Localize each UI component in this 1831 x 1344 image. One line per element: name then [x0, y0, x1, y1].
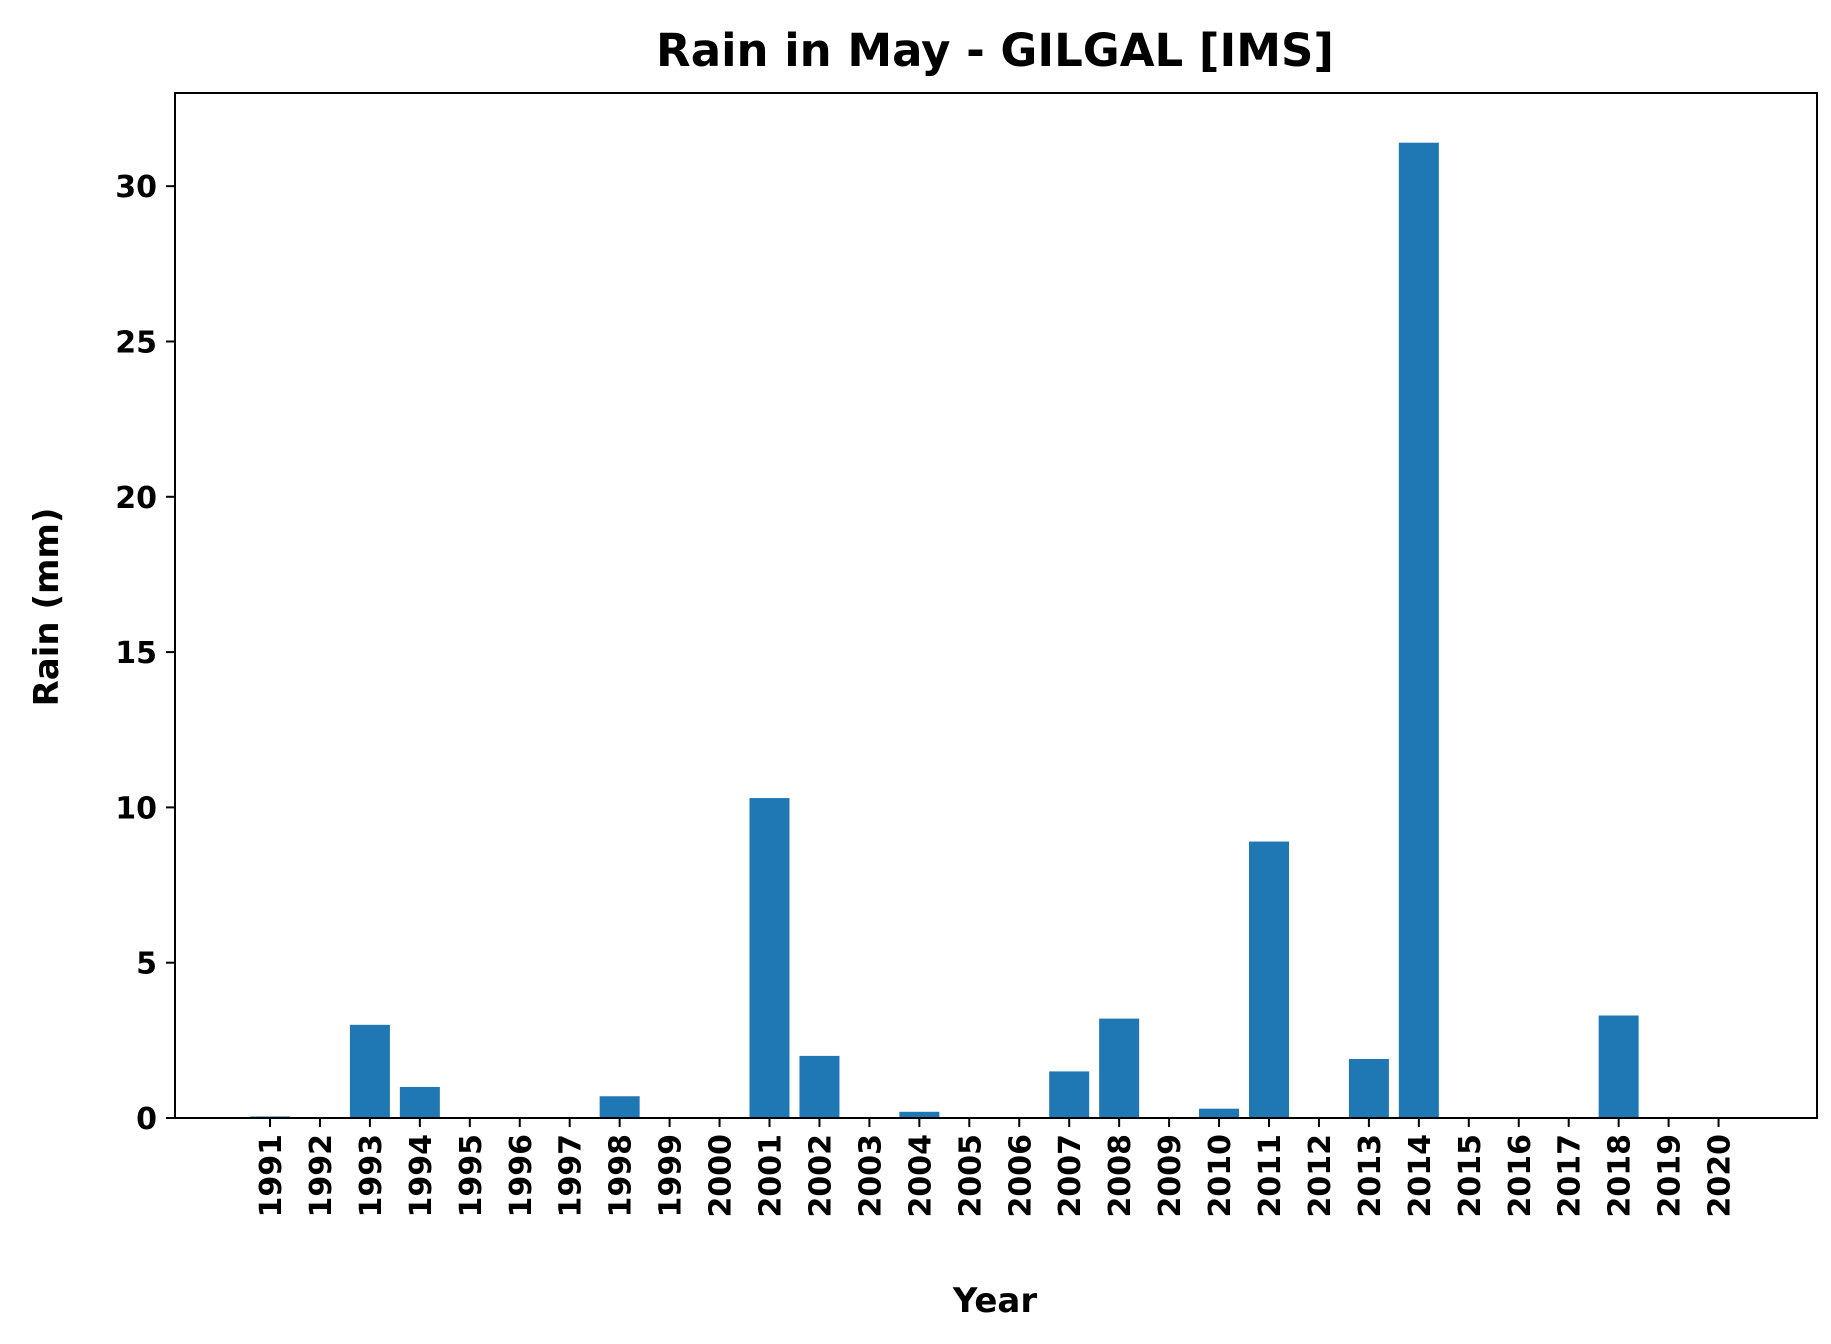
- x-tick-label: 2015: [1453, 1134, 1488, 1218]
- y-tick-label: 25: [115, 325, 157, 360]
- x-tick-label: 2000: [704, 1134, 739, 1218]
- x-tick-label: 1991: [254, 1134, 289, 1218]
- chart-title: Rain in May - GILGAL [IMS]: [656, 24, 1334, 77]
- y-tick-label: 30: [115, 170, 157, 205]
- bar-2002: [799, 1055, 840, 1118]
- x-tick-label: 1992: [304, 1134, 339, 1218]
- x-tick-label: 1994: [404, 1134, 439, 1218]
- x-tick-label: 2008: [1103, 1134, 1138, 1218]
- bar-1994: [399, 1086, 440, 1118]
- y-tick-label: 15: [115, 636, 157, 671]
- x-tick-label: 2020: [1703, 1134, 1738, 1218]
- y-axis-label: Rain (mm): [27, 508, 67, 707]
- bar-2018: [1598, 1015, 1639, 1118]
- x-tick-label: 2011: [1253, 1134, 1288, 1218]
- x-tick-label: 2009: [1153, 1134, 1188, 1218]
- bar-2008: [1099, 1018, 1140, 1118]
- plot-frame: [174, 92, 1818, 1119]
- y-tick-label: 10: [115, 791, 157, 826]
- x-tick-label: 2016: [1503, 1134, 1538, 1218]
- x-tick-label: 2018: [1603, 1134, 1638, 1218]
- x-tick-label: 2019: [1653, 1134, 1688, 1218]
- x-tick-label: 1998: [604, 1134, 639, 1218]
- x-tick-label: 2002: [803, 1134, 838, 1218]
- x-tick-label: 2010: [1203, 1134, 1238, 1218]
- x-axis-label: Year: [952, 1281, 1038, 1321]
- x-tick-label: 2005: [953, 1134, 988, 1218]
- bar-1998: [599, 1096, 640, 1118]
- x-tick-label: 2014: [1403, 1134, 1438, 1218]
- bar-2014: [1398, 142, 1439, 1119]
- x-tick-label: 2017: [1553, 1134, 1588, 1218]
- x-tick-label: 2013: [1353, 1134, 1388, 1218]
- y-axis-ticks: 0 5 10 15 20 25 30: [115, 170, 175, 1137]
- y-tick-label: 5: [136, 947, 157, 982]
- x-tick-label: 1996: [504, 1134, 539, 1218]
- bars: [250, 142, 1639, 1119]
- x-tick-label: 2004: [903, 1134, 938, 1218]
- bar-2011: [1249, 841, 1289, 1118]
- x-tick-label: 2003: [853, 1134, 888, 1218]
- x-tick-label: 1995: [454, 1134, 489, 1218]
- x-tick-label: 2001: [754, 1134, 789, 1218]
- x-tick-label: 1993: [354, 1134, 389, 1218]
- x-axis-ticks: 1991 1992 1993 1994 1995 1996 1997 1998 1999 2000…: [254, 1118, 1738, 1218]
- x-tick-label: 1999: [654, 1134, 689, 1218]
- x-tick-label: 2007: [1053, 1134, 1088, 1218]
- y-tick-label: 0: [136, 1102, 157, 1137]
- bar-2001: [749, 798, 790, 1118]
- x-tick-label: 1997: [554, 1134, 589, 1218]
- bar-1993: [349, 1024, 390, 1118]
- bar-2004: [899, 1111, 940, 1118]
- bar-2010: [1199, 1108, 1240, 1118]
- bar-2007: [1049, 1071, 1090, 1118]
- y-tick-label: 20: [115, 481, 157, 516]
- bar-2013: [1348, 1058, 1389, 1118]
- x-tick-label: 2012: [1303, 1134, 1338, 1218]
- x-tick-label: 2006: [1003, 1134, 1038, 1218]
